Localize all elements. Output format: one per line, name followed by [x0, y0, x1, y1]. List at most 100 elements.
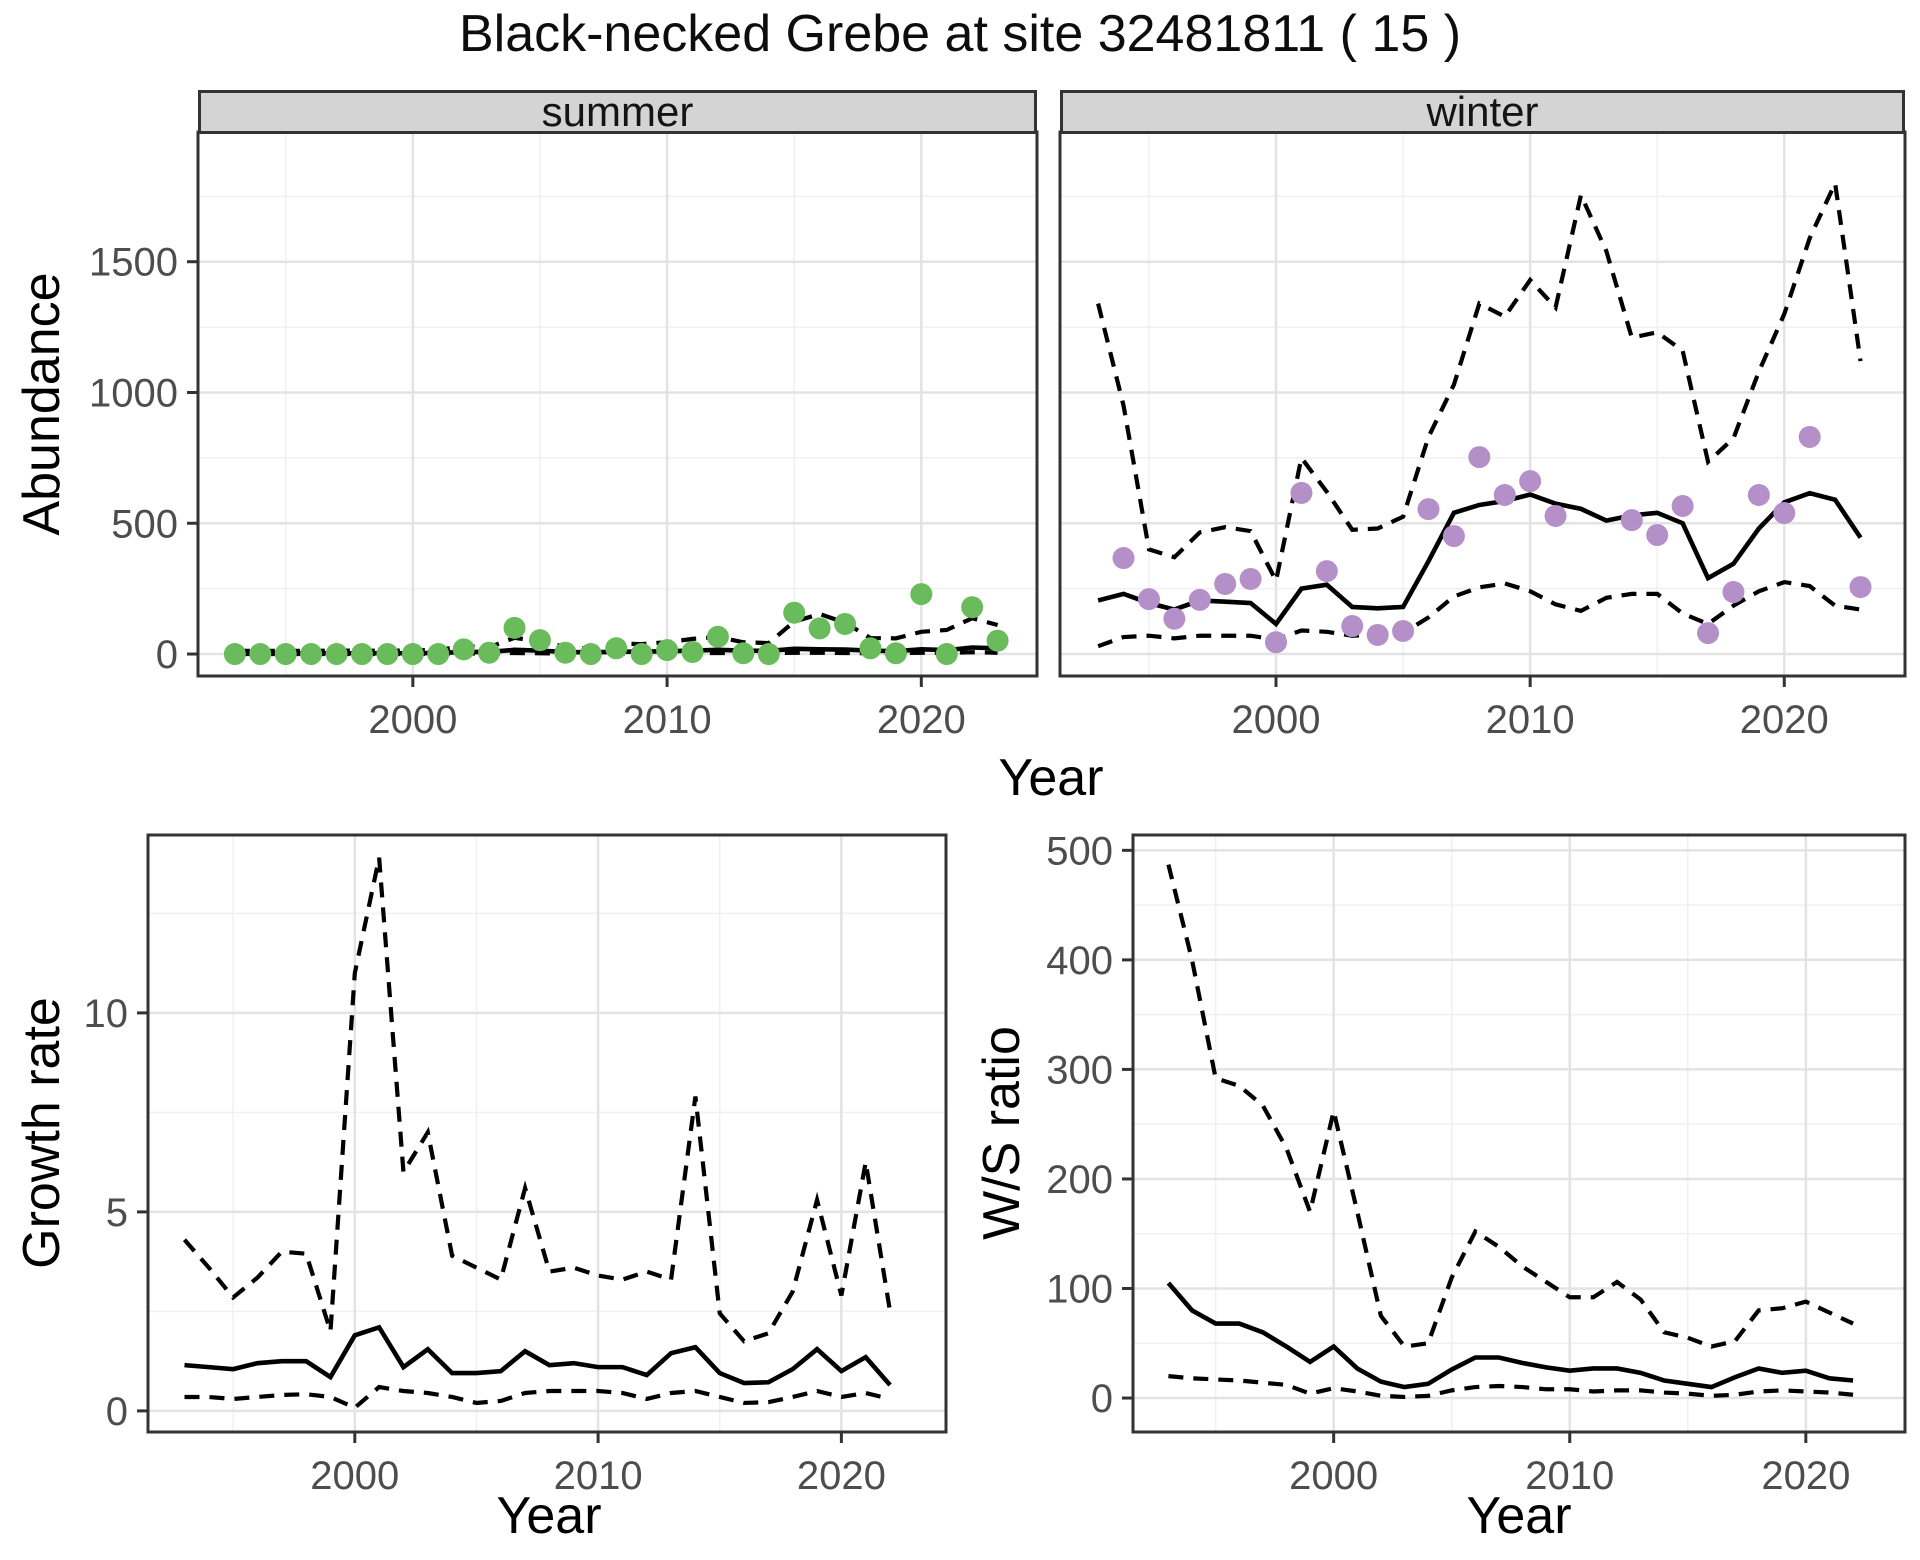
- year-axis-title-ws: Year: [1466, 1487, 1572, 1545]
- series-fit-winter: [1097, 490, 1863, 628]
- obs-point-winter: [1366, 623, 1389, 646]
- ws-ratio-axis-title: W/S ratio: [973, 1026, 1031, 1240]
- obs-point-winter: [1112, 547, 1135, 570]
- obs-point-winter: [1265, 631, 1288, 654]
- y-tick-label: 300: [1046, 1048, 1113, 1092]
- obs-point-summer: [300, 643, 323, 666]
- series-lower-ci-growth: [184, 1384, 891, 1411]
- year-axis-title-growth: Year: [496, 1487, 602, 1545]
- facet-strip-winter: winter: [1060, 88, 1905, 135]
- obs-point-winter: [1188, 588, 1211, 611]
- obs-point-summer: [376, 643, 399, 666]
- obs-point-summer: [223, 643, 246, 666]
- obs-point-winter: [1519, 470, 1542, 493]
- facet-strip-winter-label: winter: [1426, 88, 1539, 135]
- y-tick-label: 5: [106, 1191, 128, 1235]
- y-tick-label: 100: [1046, 1268, 1113, 1312]
- obs-point-summer: [427, 643, 450, 666]
- x-tick-label: 2010: [623, 698, 712, 742]
- obs-point-winter: [1417, 498, 1440, 521]
- series-lower-ci-ws: [1168, 1374, 1854, 1400]
- x-tick-label: 2000: [368, 698, 457, 742]
- obs-point-summer: [605, 637, 628, 660]
- obs-point-summer: [503, 616, 526, 639]
- obs-point-winter: [1493, 484, 1516, 507]
- panel-background-growth: [148, 835, 946, 1432]
- obs-point-summer: [452, 638, 475, 661]
- obs-point-winter: [1163, 607, 1186, 630]
- page-title: Black-necked Grebe at site 32481811 ( 15…: [458, 5, 1462, 63]
- x-tick-label: 2020: [1740, 698, 1829, 742]
- obs-point-winter: [1290, 481, 1313, 504]
- obs-point-summer: [274, 643, 297, 666]
- obs-point-winter: [1849, 576, 1872, 599]
- obs-point-summer: [401, 643, 424, 666]
- panel-border-growth: [146, 833, 948, 1434]
- obs-point-summer: [656, 639, 679, 662]
- obs-point-winter: [1315, 560, 1338, 583]
- obs-point-winter: [1646, 524, 1669, 547]
- x-tick-label: 2020: [797, 1454, 886, 1498]
- obs-point-winter: [1214, 572, 1237, 595]
- obs-point-summer: [961, 596, 984, 619]
- obs-point-winter: [1671, 495, 1694, 517]
- series-fit-growth: [184, 1324, 892, 1387]
- series-lower-ci-winter: [1097, 579, 1861, 649]
- y-tick-label: 200: [1046, 1158, 1113, 1202]
- obs-point-winter: [1544, 504, 1567, 527]
- obs-point-winter: [1239, 567, 1262, 590]
- obs-point-summer: [935, 643, 958, 666]
- x-tick-label: 2020: [877, 698, 966, 742]
- obs-point-summer: [757, 643, 780, 666]
- abundance-axis-title: Abundance: [13, 272, 71, 536]
- obs-point-winter: [1620, 509, 1643, 532]
- x-tick-label: 2020: [1761, 1454, 1850, 1498]
- obs-point-summer: [630, 643, 653, 666]
- y-tick-label: 1000: [89, 371, 178, 415]
- series-upper-ci-winter: [1096, 175, 1863, 588]
- obs-point-summer: [478, 641, 501, 664]
- obs-point-summer: [579, 643, 602, 666]
- x-tick-label: 2000: [1289, 1454, 1378, 1498]
- obs-point-winter: [1442, 525, 1465, 548]
- x-tick-label: 2000: [1232, 698, 1321, 742]
- obs-point-summer: [859, 637, 882, 660]
- panel-background-winter: [1060, 132, 1905, 676]
- facet-strip-summer: summer: [198, 88, 1037, 135]
- y-tick-label: 0: [1091, 1377, 1113, 1421]
- obs-point-winter: [1697, 622, 1720, 645]
- obs-point-summer: [681, 640, 704, 663]
- y-tick-label: 1500: [89, 241, 178, 285]
- obs-point-winter: [1137, 588, 1160, 611]
- obs-point-summer: [706, 625, 729, 648]
- y-tick-label: 0: [156, 633, 178, 677]
- y-tick-label: 500: [1046, 829, 1113, 873]
- obs-point-summer: [249, 643, 272, 666]
- x-tick-label: 2010: [554, 1454, 643, 1498]
- y-tick-label: 10: [84, 992, 129, 1036]
- obs-point-winter: [1392, 620, 1415, 643]
- facet-strip-summer-label: summer: [541, 88, 694, 135]
- obs-point-summer: [528, 629, 551, 652]
- panel-background-summer: [198, 132, 1037, 676]
- y-tick-label: 0: [106, 1390, 128, 1434]
- x-tick-label: 2010: [1486, 698, 1575, 742]
- panel-border-ws: [1131, 833, 1907, 1434]
- obs-point-summer: [783, 601, 806, 624]
- series-upper-ci-growth: [182, 857, 893, 1344]
- obs-point-winter: [1341, 615, 1364, 638]
- obs-point-summer: [884, 642, 907, 665]
- obs-point-summer: [910, 583, 933, 606]
- x-tick-label: 2000: [310, 1454, 399, 1498]
- year-axis-title-top: Year: [998, 749, 1104, 807]
- series-upper-ci-ws: [1166, 864, 1854, 1349]
- obs-point-summer: [808, 617, 831, 640]
- y-tick-label: 500: [111, 502, 178, 546]
- obs-point-summer: [986, 629, 1009, 652]
- obs-point-summer: [834, 612, 857, 635]
- obs-point-summer: [325, 643, 348, 666]
- obs-point-winter: [1468, 446, 1491, 469]
- panel-background-ws: [1133, 835, 1905, 1432]
